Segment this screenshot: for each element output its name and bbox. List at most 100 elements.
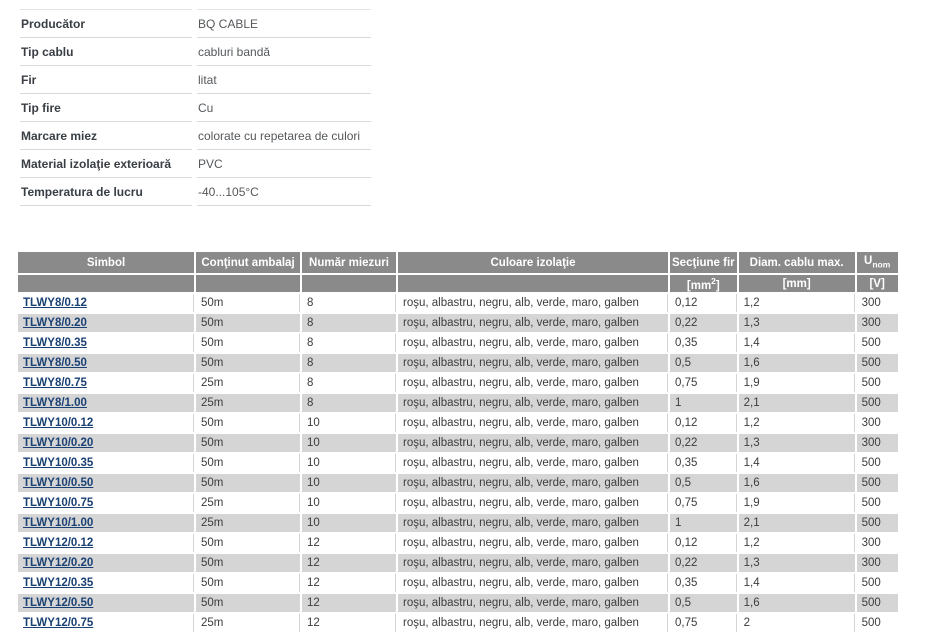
spec-row: Tip fire Cu xyxy=(20,94,371,122)
spec-label: Producător xyxy=(20,9,192,38)
cell-diametru: 2,1 xyxy=(738,514,855,532)
cell-unom: 500 xyxy=(856,394,898,412)
cell-miezuri: 12 xyxy=(302,574,396,592)
cell-simbol: TLWY8/0.20 xyxy=(18,314,194,332)
product-link[interactable]: TLWY12/0.75 xyxy=(23,617,94,629)
cell-unom: 500 xyxy=(856,594,898,612)
product-link[interactable]: TLWY10/0.20 xyxy=(23,437,94,449)
cell-unom: 500 xyxy=(856,574,898,592)
spec-value: BQ CABLE xyxy=(197,9,371,38)
cell-diametru: 2,1 xyxy=(738,394,855,412)
cell-culoare: roşu, albastru, negru, alb, verde, maro,… xyxy=(398,614,668,632)
table-units-row: [mm2] [mm] [V] xyxy=(18,275,898,292)
spec-row: Temperatura de lucru -40...105°C xyxy=(20,178,371,206)
cell-diametru: 1,3 xyxy=(738,554,855,572)
cell-simbol: TLWY8/0.12 xyxy=(18,294,194,312)
product-link[interactable]: TLWY10/0.12 xyxy=(23,417,94,429)
cell-unom: 300 xyxy=(856,294,898,312)
table-header-row: Simbol Conţinut ambalaj Număr miezuri Cu… xyxy=(18,252,898,273)
product-link[interactable]: TLWY12/0.50 xyxy=(23,597,94,609)
cell-miezuri: 8 xyxy=(302,314,396,332)
cell-simbol: TLWY12/0.50 xyxy=(18,594,194,612)
cell-culoare: roşu, albastru, negru, alb, verde, maro,… xyxy=(398,594,668,612)
cell-miezuri: 8 xyxy=(302,394,396,412)
product-link[interactable]: TLWY10/0.35 xyxy=(23,457,94,469)
spec-row: Tip cablu cabluri bandă xyxy=(20,38,371,66)
cell-sectiune: 0,22 xyxy=(670,554,737,572)
cell-miezuri: 10 xyxy=(302,454,396,472)
product-link[interactable]: TLWY8/0.20 xyxy=(23,317,87,329)
product-link[interactable]: TLWY10/0.50 xyxy=(23,477,94,489)
cell-simbol: TLWY10/0.50 xyxy=(18,474,194,492)
product-specs-table: Producător BQ CABLE Tip cablu cabluri bandă… xyxy=(15,9,376,206)
cell-ambalaj: 50m xyxy=(196,314,300,332)
cell-miezuri: 10 xyxy=(302,474,396,492)
table-row: TLWY12/0.20 50m 12 roşu, albastru, negru, a… xyxy=(18,554,898,572)
cell-sectiune: 1 xyxy=(670,394,737,412)
spec-label: Marcare miez xyxy=(20,122,192,150)
spec-value: -40...105°C xyxy=(197,178,371,206)
cell-ambalaj: 50m xyxy=(196,474,300,492)
cell-simbol: TLWY8/0.50 xyxy=(18,354,194,372)
cell-unom: 300 xyxy=(856,434,898,452)
unom-symbol: U xyxy=(864,255,873,268)
cell-miezuri: 10 xyxy=(302,414,396,432)
column-header-diam-cablu-max: Diam. cablu max. xyxy=(738,252,855,273)
cell-unom: 300 xyxy=(856,554,898,572)
cell-culoare: roşu, albastru, negru, alb, verde, maro,… xyxy=(398,574,668,592)
cell-ambalaj: 50m xyxy=(196,354,300,372)
column-header-sectiune-fir: Secţiune fir xyxy=(670,252,737,273)
cell-ambalaj: 50m xyxy=(196,454,300,472)
table-row: TLWY8/0.50 50m 8 roşu, albastru, negru, alb… xyxy=(18,354,898,372)
product-link[interactable]: TLWY10/1.00 xyxy=(23,517,94,529)
cell-diametru: 1,3 xyxy=(738,314,855,332)
table-row: TLWY10/0.75 25m 10 roşu, albastru, negru, a… xyxy=(18,494,898,512)
cell-miezuri: 8 xyxy=(302,354,396,372)
spec-label: Tip fire xyxy=(20,94,192,122)
spec-row: Material izolaţie exterioară PVC xyxy=(20,150,371,178)
cell-ambalaj: 25m xyxy=(196,514,300,532)
product-link[interactable]: TLWY8/0.75 xyxy=(23,377,87,389)
product-link[interactable]: TLWY12/0.35 xyxy=(23,577,94,589)
spec-label: Tip cablu xyxy=(20,38,192,66)
cell-sectiune: 0,35 xyxy=(670,334,737,352)
product-link[interactable]: TLWY8/0.50 xyxy=(23,357,87,369)
cell-ambalaj: 50m xyxy=(196,594,300,612)
cell-miezuri: 12 xyxy=(302,554,396,572)
cell-simbol: TLWY12/0.12 xyxy=(18,534,194,552)
cell-culoare: roşu, albastru, negru, alb, verde, maro,… xyxy=(398,394,668,412)
units-cell-empty xyxy=(398,275,668,292)
table-row: TLWY10/0.50 50m 10 roşu, albastru, negru, a… xyxy=(18,474,898,492)
product-link[interactable]: TLWY12/0.20 xyxy=(23,557,94,569)
spec-label: Fir xyxy=(20,66,192,94)
cell-unom: 500 xyxy=(856,514,898,532)
units-cell-empty xyxy=(302,275,396,292)
unit-v: [V] xyxy=(856,275,898,292)
cell-simbol: TLWY10/0.35 xyxy=(18,454,194,472)
product-link[interactable]: TLWY10/0.75 xyxy=(23,497,94,509)
table-row: TLWY10/0.12 50m 10 roşu, albastru, negru, a… xyxy=(18,414,898,432)
product-link[interactable]: TLWY12/0.12 xyxy=(23,537,94,549)
cell-diametru: 1,2 xyxy=(738,534,855,552)
table-row: TLWY12/0.35 50m 12 roşu, albastru, negru, a… xyxy=(18,574,898,592)
column-header-continut-ambalaj: Conţinut ambalaj xyxy=(196,252,300,273)
product-link[interactable]: TLWY8/1.00 xyxy=(23,397,87,409)
cell-unom: 300 xyxy=(856,534,898,552)
cell-culoare: roşu, albastru, negru, alb, verde, maro,… xyxy=(398,454,668,472)
cell-diametru: 1,6 xyxy=(738,354,855,372)
table-row: TLWY8/0.35 50m 8 roşu, albastru, negru, alb… xyxy=(18,334,898,352)
product-link[interactable]: TLWY8/0.12 xyxy=(23,297,87,309)
cell-sectiune: 0,12 xyxy=(670,414,737,432)
cell-culoare: roşu, albastru, negru, alb, verde, maro,… xyxy=(398,374,668,392)
cell-ambalaj: 25m xyxy=(196,494,300,512)
product-link[interactable]: TLWY8/0.35 xyxy=(23,337,87,349)
cell-sectiune: 0,22 xyxy=(670,434,737,452)
cell-ambalaj: 50m xyxy=(196,334,300,352)
spec-value: colorate cu repetarea de culori xyxy=(197,122,371,150)
column-header-culoare-izolatie: Culoare izolaţie xyxy=(398,252,668,273)
cell-unom: 300 xyxy=(856,314,898,332)
cell-sectiune: 0,5 xyxy=(670,354,737,372)
cell-diametru: 1,6 xyxy=(738,474,855,492)
cell-unom: 500 xyxy=(856,474,898,492)
cell-simbol: TLWY10/0.20 xyxy=(18,434,194,452)
